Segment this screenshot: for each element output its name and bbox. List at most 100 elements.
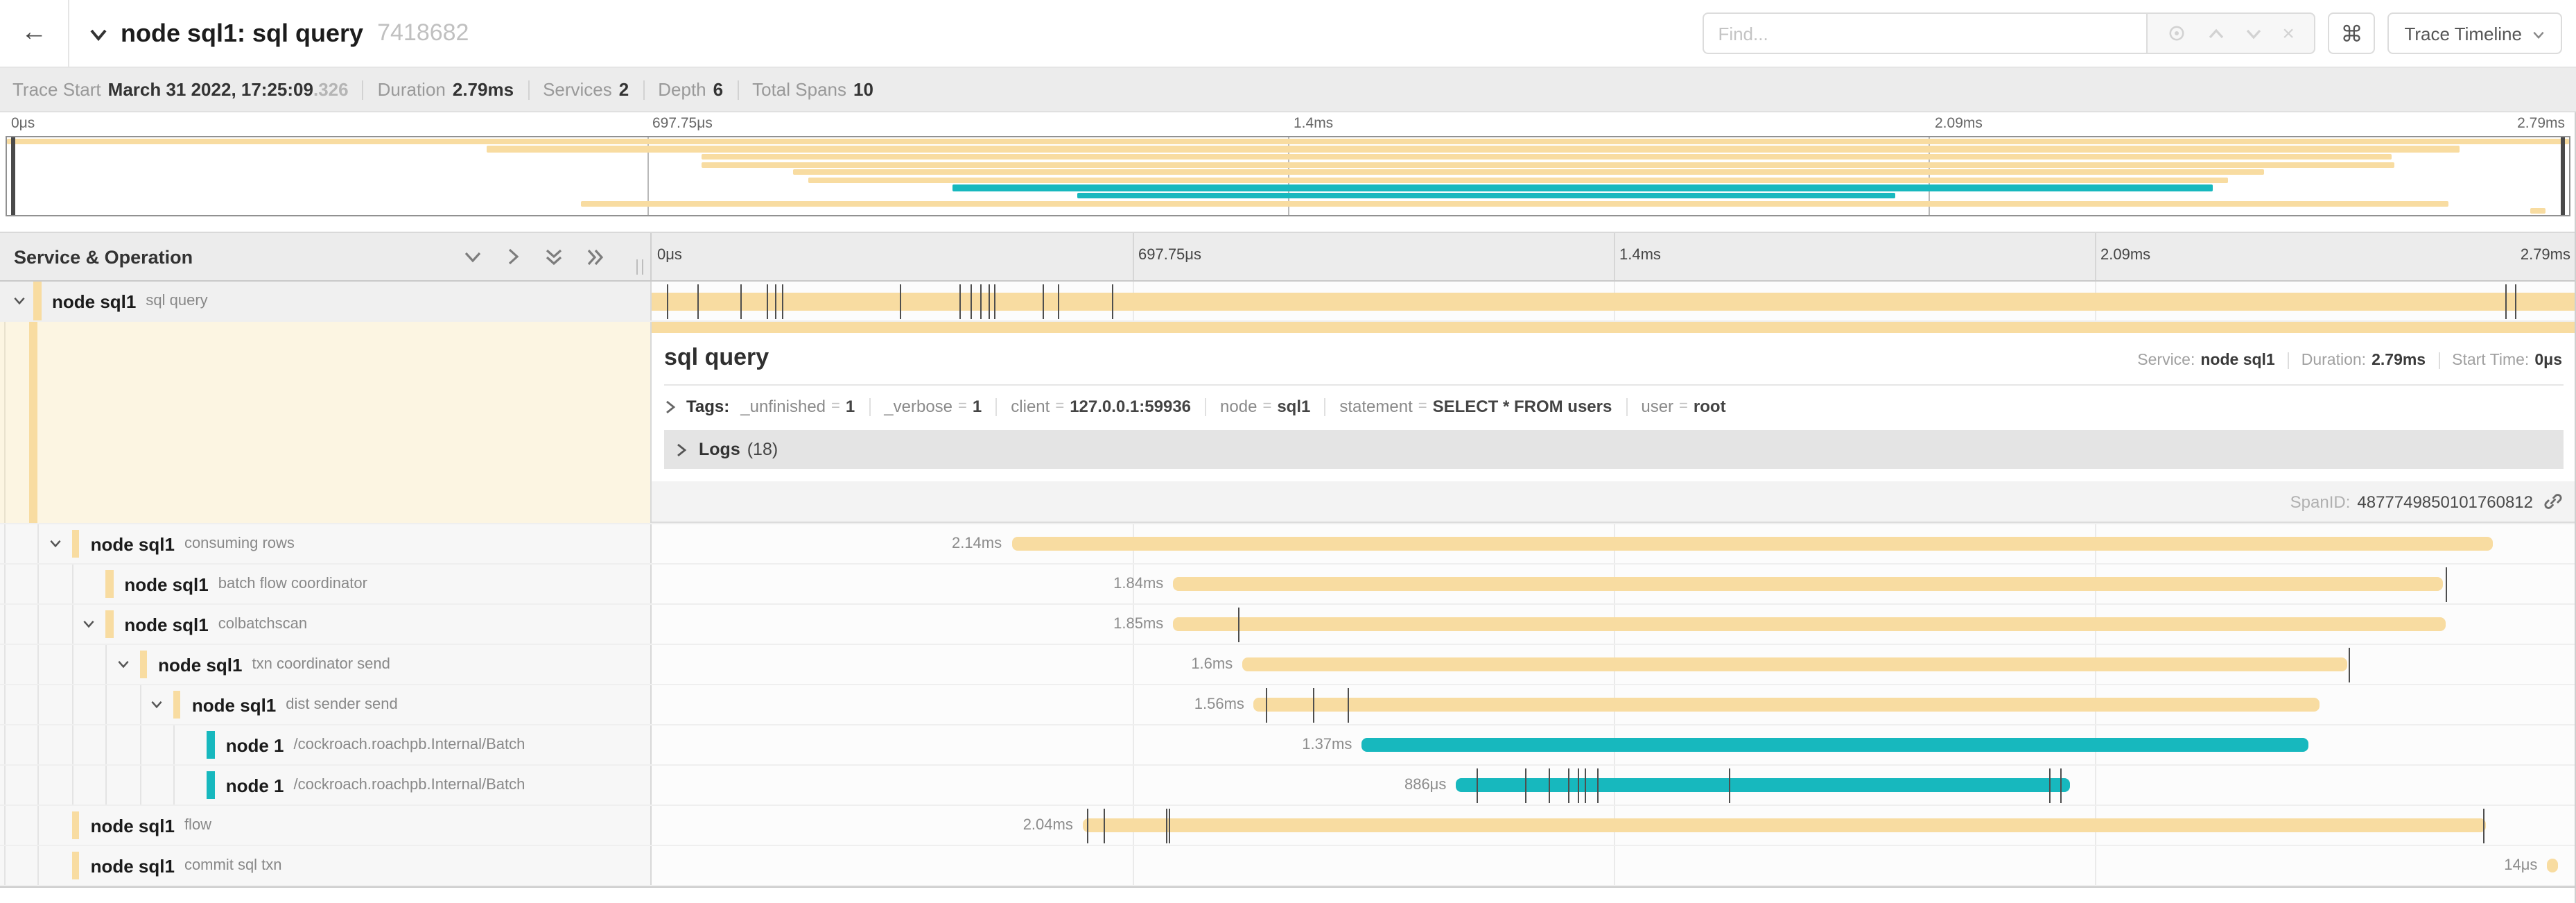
meta-separator: [2287, 352, 2289, 369]
collapse-trace-chevron-icon[interactable]: [89, 25, 108, 44]
tree-chevron[interactable]: [139, 685, 173, 724]
span-bar-row[interactable]: 1.56ms: [652, 685, 2576, 724]
clear-find-icon[interactable]: ×: [2282, 22, 2295, 45]
view-selector-button[interactable]: Trace Timeline: [2387, 12, 2562, 54]
span-tree-row[interactable]: node sql1 commit sql txn: [0, 846, 652, 885]
tag-equals: =: [1679, 398, 1688, 415]
span-row: node sql1 commit sql txn 14μs: [0, 846, 2576, 886]
tree-chevron[interactable]: [4, 282, 33, 320]
span-bar-row[interactable]: 886μs: [652, 766, 2576, 805]
span-bar-row[interactable]: [652, 282, 2576, 320]
prev-match-icon[interactable]: [2207, 24, 2225, 42]
span-tree-row[interactable]: node sql1 batch flow coordinator: [0, 565, 652, 603]
span-bar[interactable]: [1242, 657, 2347, 671]
find-input[interactable]: [1703, 12, 2147, 54]
top-bar: ← node sql1: sql query 7418682: [0, 0, 2576, 68]
span-tree-row[interactable]: node 1/cockroach.roachpb.Internal/Batch: [0, 725, 652, 764]
deep-link-icon[interactable]: [2544, 492, 2562, 510]
timeline-gridline: [1133, 725, 1134, 764]
span-detail-title: sql query: [664, 344, 769, 370]
timeline-header: Service & Operation 0μs 697.75μs 1.4ms 2.09…: [0, 233, 2576, 282]
span-tree-row[interactable]: node sql1 dist sender send: [0, 685, 652, 724]
collapse-all-icon[interactable]: [543, 246, 564, 267]
match-locate-icon[interactable]: [2168, 24, 2187, 43]
ruler-tick-label: 2.09ms: [1935, 115, 1983, 132]
info-separator: [643, 80, 645, 99]
minimap-span: [808, 177, 2229, 184]
span-bar-row[interactable]: 1.37ms: [652, 725, 2576, 764]
tag-key: client: [1011, 397, 1050, 416]
span-tree-row[interactable]: node sql1 consuming rows: [0, 524, 652, 563]
timeline-gridline: [1133, 846, 1134, 885]
span-bar[interactable]: [1082, 818, 2486, 832]
next-match-icon[interactable]: [2245, 24, 2263, 42]
log-marker-tick: [1042, 284, 1044, 319]
span-tree-row[interactable]: node sql1 colbatchscan: [0, 605, 652, 644]
tag-value: 1: [972, 397, 982, 416]
span-detail-meta: Service: node sql1 Duration: 2.79ms Start Ti…: [2137, 352, 2562, 369]
span-bar-row[interactable]: 14μs: [652, 846, 2576, 885]
span-operation-name: colbatchscan: [218, 616, 308, 633]
span-bar-row[interactable]: 2.14ms: [652, 524, 2576, 563]
span-tree-row[interactable]: node sql1 sql query: [0, 282, 652, 320]
find-options: ×: [2146, 12, 2316, 54]
span-color-indicator: [207, 731, 215, 759]
service-operation-title: Service & Operation: [14, 246, 193, 267]
tree-chevron[interactable]: [71, 605, 106, 644]
tag-key: statement: [1339, 397, 1413, 416]
span-detail-panel: sql query Service: node sql1 Duration: 2.79…: [652, 322, 2576, 523]
span-bar-row[interactable]: 1.6ms: [652, 645, 2576, 684]
minimap-right-handle[interactable]: [2561, 137, 2565, 215]
trace-info-label: Trace Start: [12, 79, 101, 100]
span-bar[interactable]: [1011, 537, 2494, 551]
log-marker-tick: [1548, 768, 1550, 803]
span-bar[interactable]: [1456, 778, 2070, 792]
minimap-canvas[interactable]: [6, 136, 2570, 216]
trace-info-item: Depth 6: [658, 79, 723, 100]
command-icon: ⌘: [2340, 20, 2363, 46]
span-operation-name: dist sender send: [286, 696, 398, 713]
span-operation-name: /cockroach.roachpb.Internal/Batch: [293, 737, 525, 753]
expand-all-icon[interactable]: [585, 246, 606, 267]
minimap-span: [701, 154, 2392, 160]
collapse-one-icon[interactable]: [463, 247, 482, 266]
tree-chevron[interactable]: [37, 524, 72, 563]
span-duration-label: 1.85ms: [1113, 616, 1164, 633]
timeline-gridline: [1133, 565, 1134, 603]
span-bar[interactable]: [1173, 617, 2446, 631]
span-service-name: node sql1: [52, 291, 137, 311]
tree-indent-guide: [4, 565, 38, 603]
tree-indent-guide: [37, 766, 72, 805]
tree-indent-guide: [37, 645, 72, 684]
span-bar-row[interactable]: 1.84ms: [652, 565, 2576, 603]
span-bar[interactable]: [1361, 738, 2309, 752]
tree-indent-guide: [4, 645, 38, 684]
trace-info-item: Total Spans 10: [752, 79, 873, 100]
span-bar[interactable]: [1253, 698, 2320, 712]
span-duration-label: 886μs: [1404, 777, 1447, 793]
tag-equals: =: [1262, 398, 1272, 415]
expand-one-icon[interactable]: [503, 247, 523, 266]
minimap-span: [580, 200, 2449, 207]
minimap-span: [793, 169, 2265, 175]
minimap-left-handle[interactable]: [11, 137, 15, 215]
tag-equals: =: [1418, 398, 1427, 415]
tag-separator: [1626, 397, 1628, 415]
span-bar-row[interactable]: 1.85ms: [652, 605, 2576, 644]
span-tree-row[interactable]: node 1/cockroach.roachpb.Internal/Batch: [0, 766, 652, 805]
span-tree-row[interactable]: node sql1 flow: [0, 806, 652, 845]
span-operation-name: batch flow coordinator: [218, 576, 367, 592]
span-bar[interactable]: [2547, 859, 2559, 872]
span-row: node sql1 flow 2.04ms: [0, 806, 2576, 846]
back-button[interactable]: ←: [0, 0, 69, 67]
tree-chevron[interactable]: [105, 645, 139, 684]
logs-row[interactable]: Logs (18): [664, 430, 2564, 469]
log-marker-tick: [1348, 688, 1350, 723]
span-bar[interactable]: [652, 293, 2576, 311]
keyboard-shortcuts-button[interactable]: ⌘: [2328, 12, 2376, 54]
column-resize-handle[interactable]: [636, 259, 643, 275]
span-tree-row[interactable]: node sql1 txn coordinator send: [0, 645, 652, 684]
tags-row[interactable]: Tags: _unfinished = 1 _verbose = 1 client = 127.…: [652, 386, 2576, 416]
span-bar-row[interactable]: 2.04ms: [652, 806, 2576, 845]
span-bar[interactable]: [1173, 577, 2444, 591]
